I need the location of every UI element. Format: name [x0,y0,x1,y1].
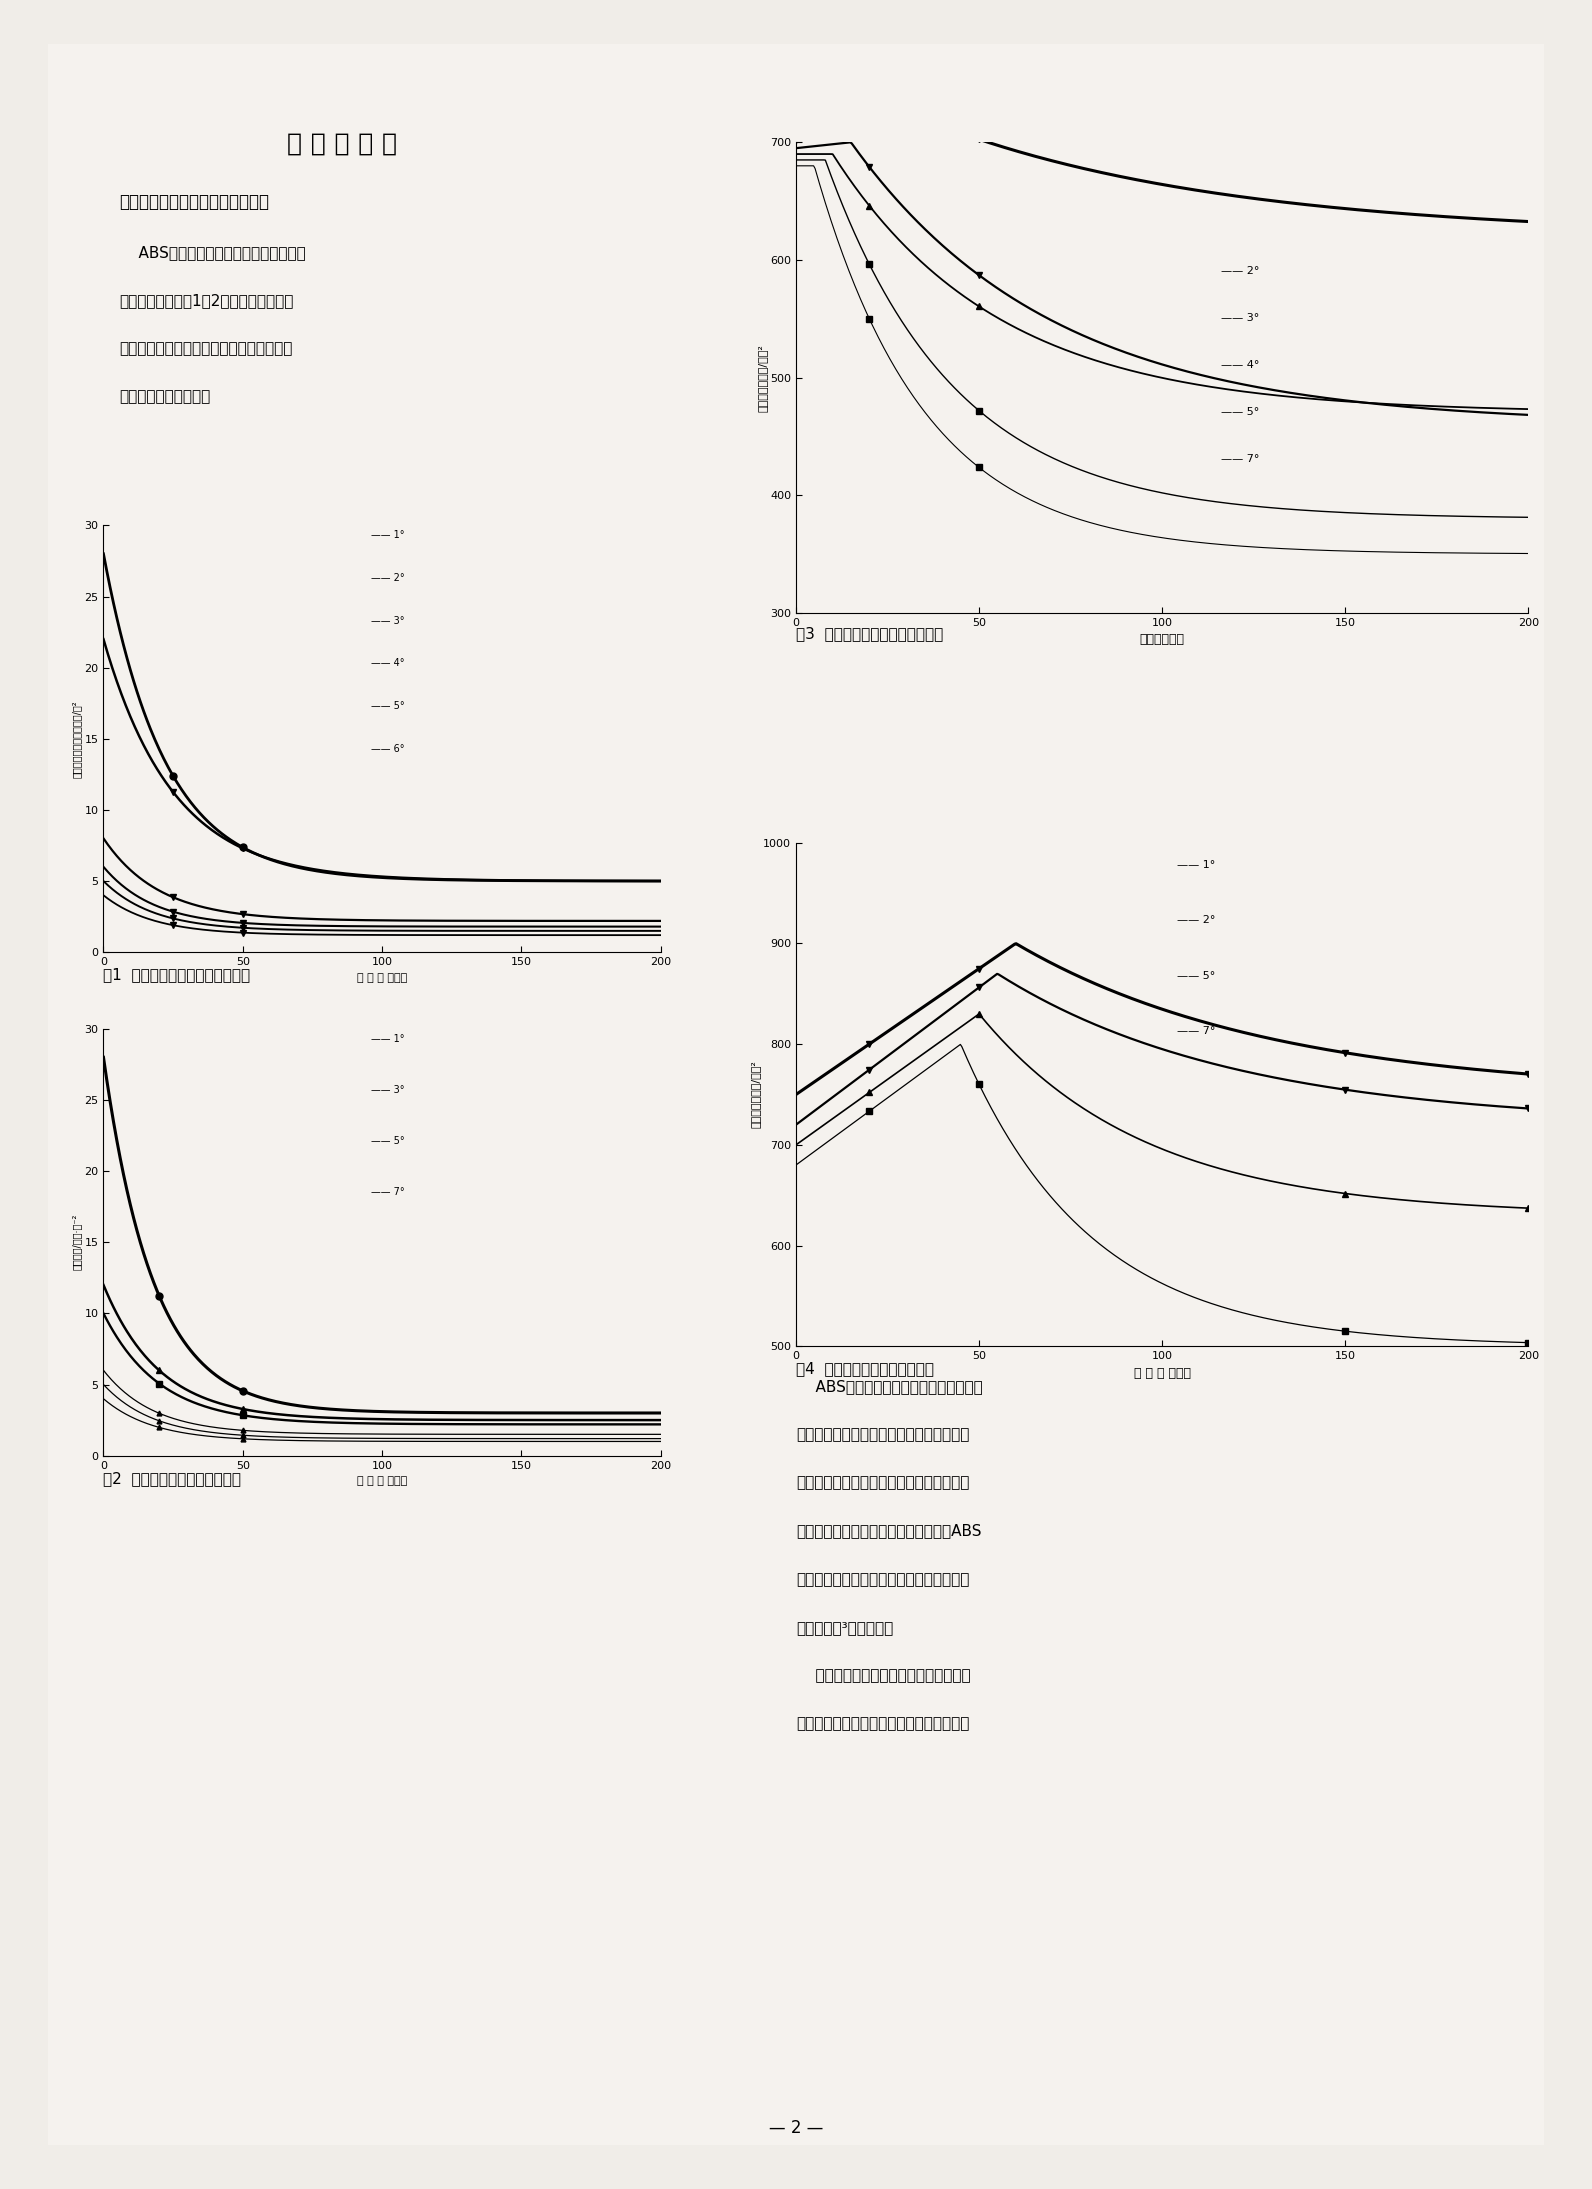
Text: —— 3°: —— 3° [371,615,404,626]
Text: —— 5°: —— 5° [371,1136,404,1147]
Y-axis label: 抗弯强度，公斤/厘米²: 抗弯强度，公斤/厘米² [758,344,767,412]
Text: —— 6°: —— 6° [371,744,404,753]
X-axis label: 老 化 时 间，天: 老 化 时 间，天 [357,972,408,983]
X-axis label: 老化时间，天: 老化时间，天 [1140,633,1184,646]
Y-axis label: 抗冲强度（缺口），千焦/米²: 抗冲强度（缺口），千焦/米² [72,700,81,777]
Text: ABS塑料由于受到紫外线和热的作用，: ABS塑料由于受到紫外线和热的作用， [796,1379,982,1394]
X-axis label: 老 化 时 间，天: 老 化 时 间，天 [1134,1366,1191,1379]
Text: —— 4°: —— 4° [1221,361,1259,370]
Text: 图2  抗冲强度在热老化时的变化: 图2 抗冲强度在热老化时的变化 [103,1471,242,1486]
Text: —— 4°: —— 4° [371,659,404,668]
Text: —— 2°: —— 2° [1221,267,1259,276]
Text: ABS塑料在户外曝露和热老化过程中抗: ABS塑料在户外曝露和热老化过程中抗 [119,245,306,260]
Text: —— 2°: —— 2° [371,574,404,582]
Y-axis label: 抗弯强度，公斤/厘米²: 抗弯强度，公斤/厘米² [750,1059,761,1130]
Text: —— 5°: —— 5° [371,700,404,711]
Text: —— 1°: —— 1° [371,530,404,541]
Text: —— 3°: —— 3° [371,1086,404,1094]
Text: 降，后期却变化甚微。: 降，后期却变化甚微。 [119,390,210,405]
Text: 初期试样只能压弯，强度反而升高；后期却: 初期试样只能压弯，强度反而升高；后期却 [796,1716,970,1731]
Text: 塑料在老化过程中抗冲强度的变化规律可用: 塑料在老化过程中抗冲强度的变化规律可用 [796,1572,970,1587]
Text: —— 7°: —— 7° [1176,1027,1215,1035]
X-axis label: 老 化 时 间，天: 老 化 时 间，天 [357,1475,408,1486]
Text: 看出，所有配方的抗冲强度在初期都急剧下: 看出，所有配方的抗冲强度在初期都急剧下 [119,341,293,357]
Y-axis label: 抗冲强度/千焦·米⁻²: 抗冲强度/千焦·米⁻² [72,1215,81,1270]
Text: 图3  抗弯强度在户外曝露时的变化: 图3 抗弯强度在户外曝露时的变化 [796,626,942,641]
Text: 种脃性层在老化初期增加很快，后期却逐渐: 种脃性层在老化初期增加很快，后期却逐渐 [796,1475,970,1491]
Text: 结 果 与 讨 论: 结 果 与 讨 论 [287,131,398,155]
Text: —— 1°: —— 1° [1176,860,1215,869]
Text: （一）老化过程中机械性能的变化: （一）老化过程中机械性能的变化 [119,193,269,210]
Text: — 2 —: — 2 — [769,2119,823,2136]
Text: 减慢，达到一定时间后便停止。看来，ABS: 减慢，达到一定时间后便停止。看来，ABS [796,1524,982,1539]
Text: 图4  抗弯强度在热老化时的变化: 图4 抗弯强度在热老化时的变化 [796,1362,935,1377]
Text: —— 3°: —— 3° [1221,313,1259,324]
Text: —— 1°: —— 1° [371,1033,404,1044]
Text: 图1  抗冲强度在户外曝露时的变化: 图1 抗冲强度在户外曝露时的变化 [103,968,250,983]
Text: —— 5°: —— 5° [1176,970,1215,981]
Text: —— 2°: —— 2° [1176,915,1215,926]
Text: 这个观点「³」来解释。: 这个观点「³」来解释。 [796,1620,893,1635]
Text: 抗弯测试时，发现在户外曝露和热老化: 抗弯测试时，发现在户外曝露和热老化 [796,1668,971,1683]
Text: —— 5°: —— 5° [1221,407,1259,418]
Text: 逐渐会在表面上出现一层脃性层。通常，这: 逐渐会在表面上出现一层脃性层。通常，这 [796,1427,970,1443]
Text: 冲强度的变化如图1、2所示。从图上可以: 冲强度的变化如图1、2所示。从图上可以 [119,293,295,309]
Text: —— 7°: —— 7° [1221,455,1259,464]
Text: —— 7°: —— 7° [371,1186,404,1197]
